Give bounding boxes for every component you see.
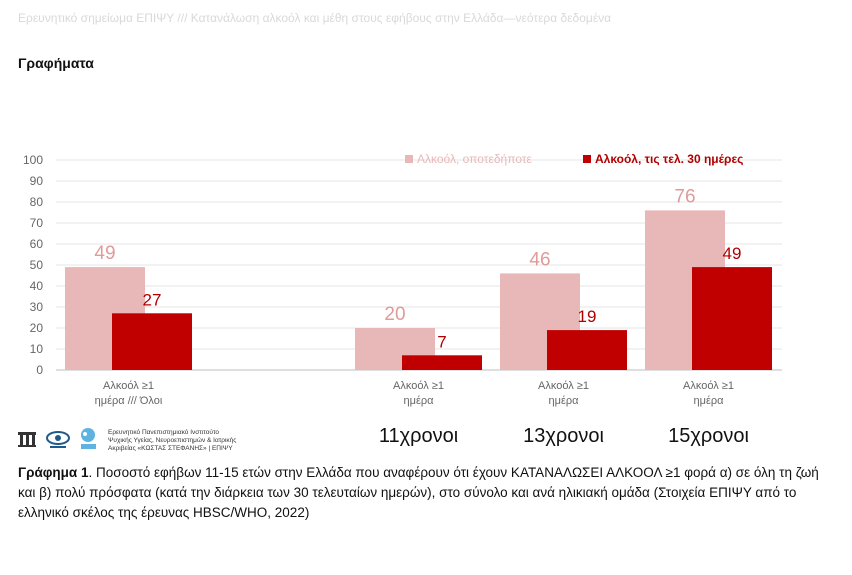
y-tick-label: 70 bbox=[30, 216, 44, 230]
data-label: 27 bbox=[143, 290, 162, 309]
hbsc-logo-icon bbox=[81, 428, 96, 449]
institution-logos: Ερευνητικό Πανεπιστημιακό Ινστιτούτο Ψυχ… bbox=[16, 425, 306, 455]
category-label: ημέρα bbox=[694, 395, 725, 407]
category-label: Αλκοόλ ≥1 bbox=[393, 380, 444, 392]
caption-text: . Ποσοστό εφήβων 11-15 ετών στην Ελλάδα … bbox=[18, 465, 819, 520]
legend-swatch bbox=[583, 155, 591, 163]
y-tick-label: 40 bbox=[30, 279, 44, 293]
institution-name-line: Ψυχικής Υγείας, Νευροεπιστημών & Ιατρική… bbox=[108, 437, 237, 444]
category-label: ημέρα /// Όλοι bbox=[95, 395, 163, 407]
figure-caption: Γράφημα 1. Ποσοστό εφήβων 11-15 ετών στη… bbox=[18, 463, 838, 523]
y-tick-label: 100 bbox=[23, 153, 43, 167]
y-tick-label: 0 bbox=[36, 363, 43, 377]
data-label: 20 bbox=[384, 304, 405, 325]
y-tick-label: 30 bbox=[30, 300, 44, 314]
bar-chart: 0 10 20 30 40 50 60 70 80 90 100 49 27 Αλκοόλ ≥1 ημέρα… bbox=[23, 152, 782, 447]
y-tick-label: 20 bbox=[30, 321, 44, 335]
y-tick-label: 50 bbox=[30, 258, 44, 272]
legend-label: Αλκοόλ, οποτεδήποτε bbox=[417, 152, 533, 166]
epipsy-logo-icon bbox=[18, 432, 36, 447]
data-label: 46 bbox=[529, 249, 550, 270]
data-label: 76 bbox=[674, 186, 695, 207]
bar-last-30-days bbox=[692, 267, 772, 370]
legend-swatch bbox=[405, 155, 413, 163]
logo-icons bbox=[18, 428, 96, 449]
age-group-label: 13χρονοι bbox=[523, 425, 604, 447]
bar-last-30-days bbox=[402, 355, 482, 370]
category-label: Αλκοόλ ≥1 bbox=[538, 380, 589, 392]
second-institution-logo-icon bbox=[46, 431, 70, 448]
category-label: ημέρα bbox=[404, 395, 435, 407]
section-title: Γραφήματα bbox=[18, 55, 94, 71]
data-label: 19 bbox=[578, 307, 597, 326]
data-label: 49 bbox=[723, 244, 742, 263]
age-group-label: 15χρονοι bbox=[668, 425, 749, 447]
age-group-label: 11χρονοι bbox=[379, 425, 458, 447]
category-label: ημέρα bbox=[549, 395, 580, 407]
data-label: 49 bbox=[94, 243, 115, 264]
institution-name: Ερευνητικό Πανεπιστημιακό Ινστιτούτο Ψυχ… bbox=[108, 429, 236, 453]
y-tick-label: 10 bbox=[30, 342, 44, 356]
y-tick-label: 80 bbox=[30, 195, 44, 209]
bar-last-30-days bbox=[547, 330, 627, 370]
bar-last-30-days bbox=[112, 313, 192, 370]
y-tick-label: 60 bbox=[30, 237, 44, 251]
data-label: 7 bbox=[437, 332, 446, 351]
running-header: Ερευνητικό σημείωμα ΕΠΙΨΥ /// Κατανάλωση… bbox=[18, 11, 612, 25]
institution-name-line: Ερευνητικό Πανεπιστημιακό Ινστιτούτο bbox=[108, 429, 220, 436]
y-tick-label: 90 bbox=[30, 174, 44, 188]
category-label: Αλκοόλ ≥1 bbox=[683, 380, 734, 392]
caption-label: Γράφημα 1 bbox=[18, 465, 89, 480]
legend-label: Αλκοόλ, τις τελ. 30 ημέρες bbox=[595, 152, 743, 166]
institution-name-line: Ακριβείας «ΚΩΣΤΑΣ ΣΤΕΦΑΝΗΣ» | ΕΠΙΨΥ bbox=[108, 445, 233, 452]
category-label: Αλκοόλ ≥1 bbox=[103, 380, 154, 392]
